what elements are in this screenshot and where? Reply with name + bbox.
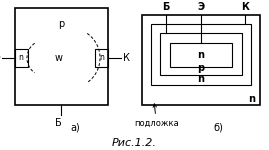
Text: К: К <box>241 2 249 12</box>
Text: n: n <box>249 94 256 104</box>
Text: р: р <box>197 63 204 73</box>
Bar <box>142 15 260 105</box>
Text: Рис.1.2.: Рис.1.2. <box>112 138 157 148</box>
Text: n: n <box>100 54 104 63</box>
Bar <box>15 49 28 67</box>
Bar <box>170 43 232 67</box>
Text: Э: Э <box>197 2 204 12</box>
Text: n: n <box>197 50 204 60</box>
Text: Б: Б <box>55 118 61 128</box>
Text: Б: Б <box>162 2 170 12</box>
Text: К: К <box>123 53 130 63</box>
Text: б): б) <box>214 122 224 132</box>
Text: n: n <box>197 74 204 84</box>
Bar <box>15 8 108 105</box>
Text: р: р <box>58 19 65 29</box>
Text: w: w <box>55 53 63 63</box>
Text: а): а) <box>70 122 80 132</box>
Bar <box>151 24 251 85</box>
Bar <box>95 49 108 67</box>
Bar <box>160 33 242 75</box>
Text: n: n <box>19 54 23 63</box>
Text: подложка: подложка <box>134 104 179 128</box>
